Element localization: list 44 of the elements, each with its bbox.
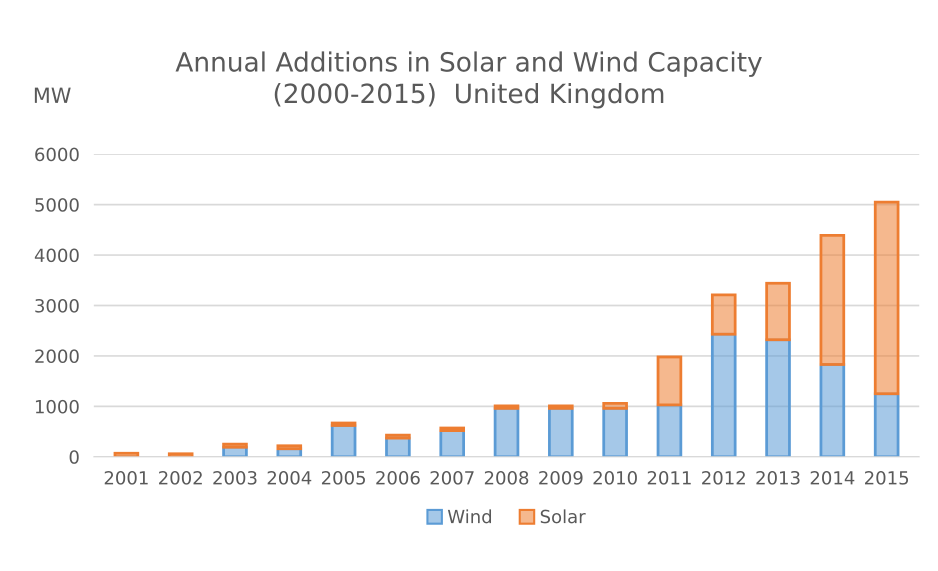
x-tick-label: 2007: [430, 471, 474, 485]
y-tick-label: 6000: [35, 148, 79, 162]
x-tick-label: 2010: [593, 471, 637, 485]
chart-title: Annual Additions in Solar and Wind Capacity (2000-2015) United Kingdom: [176, 51, 762, 108]
x-tick-label: 2014: [810, 471, 854, 485]
y-tick-label: 2000: [35, 349, 79, 364]
x-tick-label: 2002: [159, 471, 202, 485]
x-tick-label: 2012: [702, 471, 745, 485]
y-tick-label: 5000: [35, 198, 79, 212]
bar: [710, 294, 737, 336]
x-tick-label: 2013: [756, 471, 800, 485]
x-tick-label: 2015: [865, 471, 908, 485]
bar: [385, 434, 411, 440]
x-tick-label: 2011: [648, 471, 691, 485]
bar: [820, 363, 846, 457]
x-tick-label: 2001: [104, 471, 148, 485]
x-tick-label: 2006: [376, 471, 420, 485]
bar: [439, 426, 466, 432]
bar: [765, 282, 791, 342]
x-tick-label: 2008: [484, 471, 528, 485]
bar: [548, 404, 574, 410]
bar: [494, 404, 520, 410]
y-tick-label: 3000: [35, 298, 79, 313]
x-tick-label: 2009: [539, 471, 583, 485]
bar: [222, 442, 248, 449]
x-tick-label: 2005: [322, 471, 365, 485]
bar: [656, 403, 682, 457]
y-tick-label: 4000: [34, 248, 79, 262]
bar: [874, 200, 900, 396]
bar: [656, 356, 682, 406]
x-tick-label: 2004: [268, 471, 312, 485]
bar: [276, 444, 302, 450]
y-tick-label: 1000: [36, 400, 79, 414]
legend-label: Solar: [540, 509, 586, 524]
bar: [602, 402, 628, 410]
bar: [765, 338, 791, 457]
y-axis-title: MW: [34, 88, 71, 103]
bar: [820, 234, 846, 366]
legend-label: Wind: [448, 509, 492, 524]
bar: [330, 422, 356, 427]
bar: [710, 332, 737, 457]
bar: [874, 392, 900, 457]
y-tick-label: 0: [70, 450, 79, 464]
x-tick-label: 2003: [213, 471, 257, 485]
